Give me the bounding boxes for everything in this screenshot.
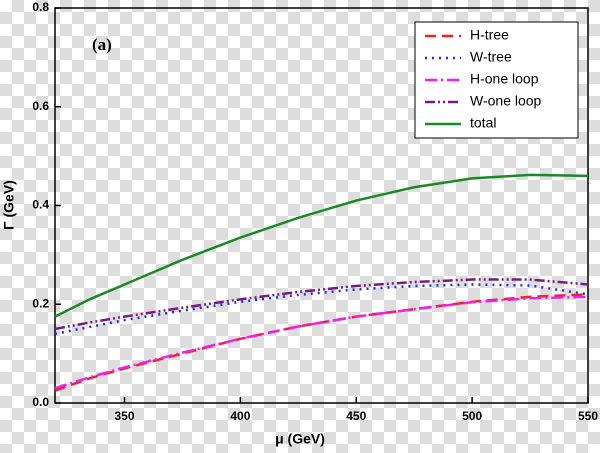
- x-tick-label: 500: [462, 409, 482, 423]
- y-tick-label: 0.0: [32, 395, 49, 409]
- series-line: [54, 173, 589, 318]
- x-tick-label: 550: [578, 409, 598, 423]
- series-line: [54, 293, 589, 392]
- legend-label: H-one loop: [470, 71, 539, 87]
- series-line: [54, 295, 589, 390]
- series-line: [54, 278, 589, 331]
- annotation: (a): [92, 35, 112, 54]
- x-tick-label: 350: [115, 409, 135, 423]
- series-line: [54, 283, 589, 336]
- y-axis-label: Γ (GeV): [1, 180, 17, 230]
- x-tick-label: 450: [346, 409, 366, 423]
- y-tick-label: 0.4: [32, 198, 49, 212]
- x-axis-label: μ (GeV): [275, 431, 325, 447]
- legend: H-tree W-tree H-one loop W-one loop total: [414, 21, 579, 139]
- y-tick-label: 0.2: [32, 296, 49, 310]
- y-tick-label: 0.8: [32, 0, 49, 14]
- legend-label: W-one loop: [470, 93, 542, 109]
- x-tick-label: 400: [230, 409, 250, 423]
- legend-label: W-tree: [470, 49, 512, 65]
- legend-label: H-tree: [470, 27, 509, 43]
- y-tick-label: 0.6: [32, 99, 49, 113]
- legend-label: total: [470, 115, 496, 131]
